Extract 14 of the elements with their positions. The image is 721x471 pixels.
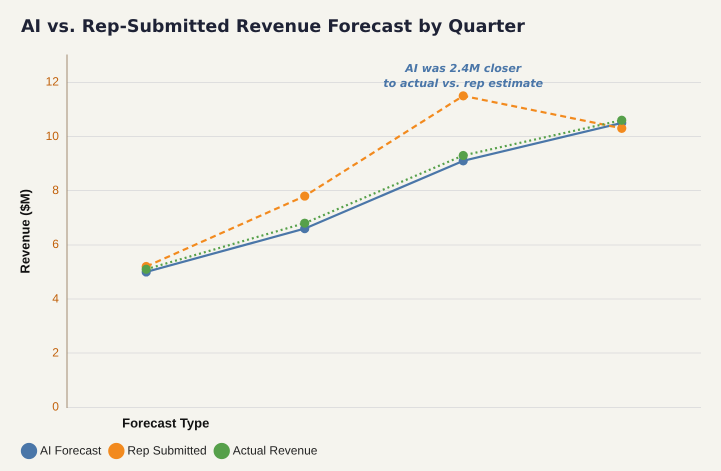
y-tick-label: 10: [46, 128, 60, 143]
legend-label: Rep Submitted: [127, 443, 207, 458]
y-tick-label: 6: [52, 237, 60, 252]
legend-label: Actual Revenue: [232, 443, 318, 458]
legend-title: Forecast Type: [122, 415, 210, 430]
chart-title: AI vs. Rep-Submitted Revenue Forecast by Quarter: [21, 17, 525, 37]
legend-label: AI Forecast: [40, 443, 102, 458]
y-tick-label: 4: [52, 291, 60, 306]
y-tick-label: 12: [46, 74, 60, 89]
y-tick-label: 0: [52, 400, 60, 414]
y-axis-title: Revenue ($M): [17, 189, 32, 274]
y-tick-label: 8: [52, 182, 60, 197]
annotation: AI was 2.4M closer to actual vs. rep estimate: [383, 62, 544, 90]
y-tick-label: 2: [52, 346, 60, 360]
